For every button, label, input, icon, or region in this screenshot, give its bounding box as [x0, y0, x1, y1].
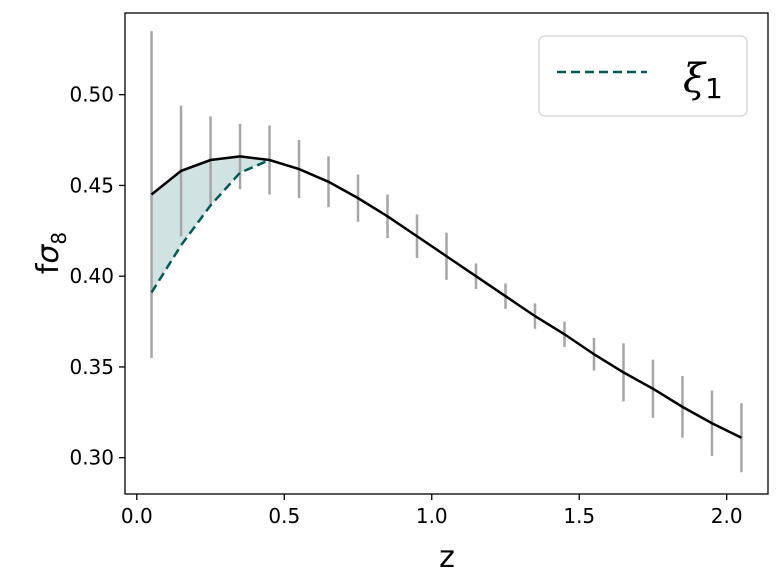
x-tick-label: 1.0 — [416, 504, 448, 528]
legend-label-xi1: ξ1 — [683, 56, 723, 105]
series-line-xi1 — [150, 158, 271, 294]
y-tick-label: 0.45 — [69, 173, 114, 197]
plot-frame — [124, 12, 769, 495]
series-line-main — [150, 155, 743, 439]
legend: ξ1 — [538, 35, 748, 117]
x-tick-label: 0.5 — [268, 504, 300, 528]
y-axis: 0.30 0.35 0.40 0.45 0.50 — [69, 83, 125, 470]
x-tick-label: 0.0 — [121, 504, 153, 528]
y-tick-label: 0.40 — [69, 264, 114, 288]
plot-area — [150, 31, 743, 473]
y-tick-label: 0.30 — [69, 446, 114, 470]
y-tick-label: 0.35 — [69, 355, 114, 379]
x-tick-label: 1.5 — [563, 504, 595, 528]
y-axis-label: fσ8 — [31, 232, 71, 274]
legend-box — [538, 35, 748, 117]
x-axis: 0.0 0.5 1.0 1.5 2.0 — [121, 494, 743, 528]
x-tick-label: 2.0 — [711, 504, 743, 528]
x-axis-label: z — [439, 540, 455, 575]
y-tick-label: 0.50 — [69, 83, 114, 107]
